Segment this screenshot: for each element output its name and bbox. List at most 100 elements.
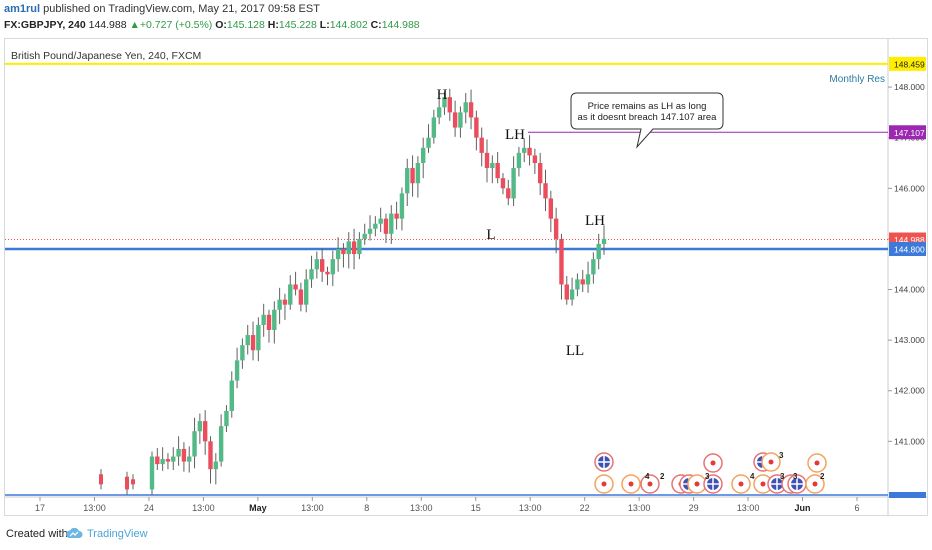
candle-body[interactable] [601, 238, 607, 244]
candle-body[interactable] [314, 259, 320, 270]
candle-body[interactable] [399, 193, 405, 219]
event-dot-center [628, 481, 634, 487]
candlestick-chart[interactable]: British Pound/Japanese Yen, 240, FXCM 148… [5, 39, 927, 515]
candle-body[interactable] [537, 162, 543, 184]
event-dot-center [814, 460, 820, 466]
candle-body[interactable] [569, 289, 575, 300]
candle-body[interactable] [176, 448, 181, 457]
candle-body[interactable] [506, 188, 511, 199]
candle-body[interactable] [516, 152, 522, 169]
candle-body[interactable] [532, 155, 538, 163]
candle-body[interactable] [442, 97, 447, 108]
candle-body[interactable] [436, 107, 442, 118]
candle-body[interactable] [559, 238, 564, 285]
candle-body[interactable] [293, 284, 298, 290]
candle-body[interactable] [522, 147, 527, 153]
candle-body[interactable] [224, 410, 229, 427]
candle-body[interactable] [458, 112, 463, 128]
candle-body[interactable] [553, 218, 559, 239]
candle-body[interactable] [213, 461, 219, 470]
candle-body[interactable] [229, 380, 234, 411]
candle-body[interactable] [250, 335, 256, 351]
candle-body[interactable] [319, 259, 325, 272]
candle-body[interactable] [218, 426, 224, 462]
callout-line-1: Price remains as LH as long [588, 101, 707, 112]
candle-body[interactable] [585, 274, 591, 285]
chart-area[interactable]: British Pound/Japanese Yen, 240, FXCM 148… [4, 38, 928, 516]
candle-body[interactable] [351, 241, 357, 255]
candle-body[interactable] [490, 162, 495, 169]
candle-body[interactable] [447, 97, 452, 113]
candle-body[interactable] [208, 441, 213, 470]
candle-body[interactable] [298, 289, 304, 305]
candle-body[interactable] [511, 168, 516, 199]
candle-body[interactable] [405, 168, 410, 194]
candle-body[interactable] [543, 183, 548, 199]
candle-body[interactable] [367, 228, 373, 234]
candle-body[interactable] [277, 299, 282, 310]
candle-body[interactable] [160, 459, 165, 465]
candle-body[interactable] [325, 271, 330, 275]
candle-body[interactable] [495, 162, 500, 179]
candle-body[interactable] [165, 459, 171, 462]
candle-body[interactable] [304, 279, 309, 305]
candle-body[interactable] [192, 431, 197, 457]
candle-body[interactable] [346, 241, 351, 255]
candle-body[interactable] [596, 243, 601, 260]
candle-body[interactable] [357, 238, 362, 255]
candle-body[interactable] [187, 456, 192, 462]
candle-body[interactable] [484, 152, 490, 169]
candle-body[interactable] [373, 223, 378, 229]
candle-body[interactable] [564, 284, 569, 300]
candle-body[interactable] [415, 162, 421, 184]
candle-body[interactable] [479, 137, 484, 153]
candle-body[interactable] [99, 474, 103, 485]
candle-body[interactable] [282, 299, 288, 305]
candle-body[interactable] [155, 456, 160, 465]
x-tick-label: 13:00 [83, 503, 106, 513]
candle-body[interactable] [149, 456, 155, 490]
candle-body[interactable] [202, 421, 208, 442]
candle-body[interactable] [378, 218, 383, 224]
candle-body[interactable] [527, 147, 532, 156]
candle-body[interactable] [468, 102, 474, 118]
candle-body[interactable] [394, 213, 399, 219]
candle-body[interactable] [309, 269, 314, 280]
candle-body[interactable] [171, 456, 176, 462]
candle-body[interactable] [288, 284, 293, 305]
author-link[interactable]: am1rul [4, 3, 41, 15]
candle-body[interactable] [256, 324, 261, 351]
candle-body[interactable] [362, 233, 367, 239]
candle-body[interactable] [463, 102, 468, 113]
candle-body[interactable] [272, 309, 277, 330]
candle-body[interactable] [125, 476, 129, 490]
candle-body[interactable] [131, 479, 135, 485]
candle-body[interactable] [383, 218, 389, 234]
candle-body[interactable] [575, 279, 580, 290]
candle-body[interactable] [591, 259, 596, 275]
candle-body[interactable] [410, 168, 415, 184]
candle-body[interactable] [426, 137, 431, 148]
candle-body[interactable] [389, 213, 394, 234]
candle-body[interactable] [240, 345, 245, 361]
candle-body[interactable] [548, 198, 554, 219]
candle-body[interactable] [421, 147, 426, 163]
candle-body[interactable] [266, 314, 272, 330]
candle-body[interactable] [452, 112, 458, 128]
candle-body[interactable] [234, 360, 240, 381]
candle-body[interactable] [580, 279, 585, 285]
candle-body[interactable] [431, 117, 437, 138]
candle-body[interactable] [341, 249, 346, 255]
pattern-label-lh: LH [505, 127, 525, 143]
candle-body[interactable] [197, 421, 203, 432]
candle-body[interactable] [181, 448, 187, 462]
candle-body[interactable] [330, 259, 335, 275]
tradingview-cloud-icon [66, 527, 83, 538]
candle-body[interactable] [500, 178, 506, 189]
candle-body[interactable] [245, 335, 250, 346]
candle-body[interactable] [261, 314, 266, 325]
candle-body[interactable] [335, 249, 341, 260]
event-count-label: 3 [780, 472, 785, 481]
tradingview-brand[interactable]: TradingView [87, 528, 148, 540]
candle-body[interactable] [474, 117, 479, 138]
